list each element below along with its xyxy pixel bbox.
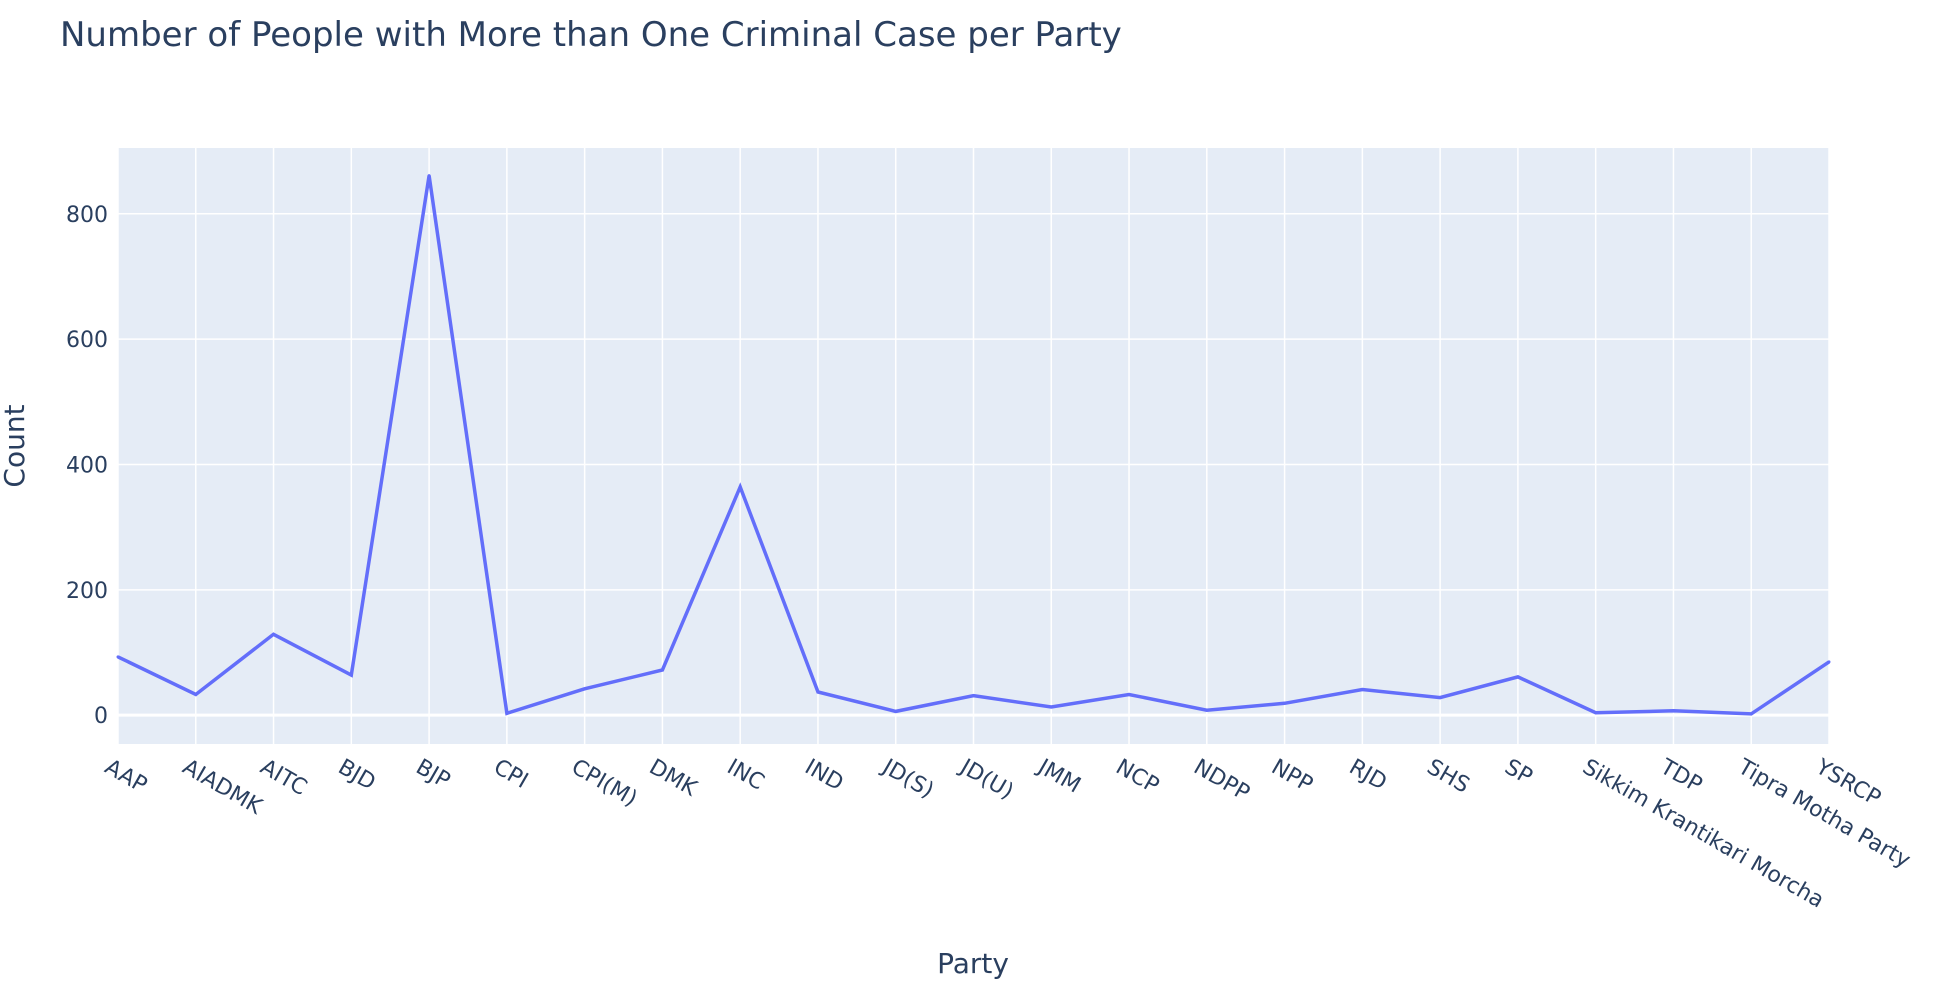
y-axis-title: Count xyxy=(0,404,31,487)
x-tick-label: AAP xyxy=(100,755,151,799)
data-point xyxy=(1205,708,1209,712)
x-gridlines xyxy=(117,148,1830,744)
data-point xyxy=(194,692,198,696)
data-point xyxy=(116,655,120,659)
series-layer xyxy=(116,174,1831,716)
y-tick-label: 400 xyxy=(66,453,108,478)
x-tick-label: AIADMK xyxy=(178,755,266,820)
y-tick-label: 600 xyxy=(66,328,108,353)
data-point xyxy=(583,687,587,691)
x-tick-label: CPI(M) xyxy=(567,755,641,812)
y-tick-label: 200 xyxy=(66,579,108,604)
x-tick-label: SP xyxy=(1500,755,1536,790)
x-tick-label: NPP xyxy=(1267,755,1317,798)
chart-title: Number of People with More than One Crim… xyxy=(60,15,1122,55)
data-point xyxy=(1283,701,1287,705)
x-tick-label: CPI xyxy=(489,755,532,794)
x-axis-title: Party xyxy=(937,947,1009,980)
data-point xyxy=(427,174,431,178)
x-tick-label: JMM xyxy=(1032,754,1085,799)
data-point xyxy=(349,673,353,677)
y-tick-labels: 0 200 400 600 800 xyxy=(66,203,108,729)
data-point xyxy=(1438,696,1442,700)
x-tick-label: JD(S) xyxy=(876,754,937,804)
data-point xyxy=(738,485,742,489)
data-point xyxy=(894,709,898,713)
y-gridlines xyxy=(118,213,1829,717)
x-tick-label: SHS xyxy=(1423,755,1474,799)
data-point xyxy=(1127,692,1131,696)
data-point xyxy=(505,711,509,715)
x-tick-label: IND xyxy=(800,755,847,797)
data-point xyxy=(1671,709,1675,713)
x-tick-label: JD(U) xyxy=(954,754,1017,805)
data-point xyxy=(660,668,664,672)
data-point xyxy=(272,632,276,636)
x-tick-label: RJD xyxy=(1345,755,1391,796)
x-tick-label: NCP xyxy=(1111,755,1163,799)
data-point xyxy=(816,690,820,694)
data-point xyxy=(1594,711,1598,715)
x-tick-label: BJD xyxy=(334,755,380,796)
data-point xyxy=(1049,705,1053,709)
x-tick-label: INC xyxy=(723,755,769,796)
y-tick-label: 800 xyxy=(66,203,108,228)
data-point xyxy=(1516,675,1520,679)
x-tick-label: AITC xyxy=(256,755,311,801)
data-point xyxy=(1749,712,1753,716)
data-point xyxy=(1360,687,1364,691)
x-tick-label: BJP xyxy=(411,755,454,794)
x-tick-label: DMK xyxy=(645,755,702,802)
data-point xyxy=(972,694,975,698)
x-tick-label: TDP xyxy=(1655,754,1706,798)
data-point xyxy=(1827,660,1831,664)
x-tick-label: NDPP xyxy=(1189,755,1253,807)
y-tick-label: 0 xyxy=(94,704,108,729)
